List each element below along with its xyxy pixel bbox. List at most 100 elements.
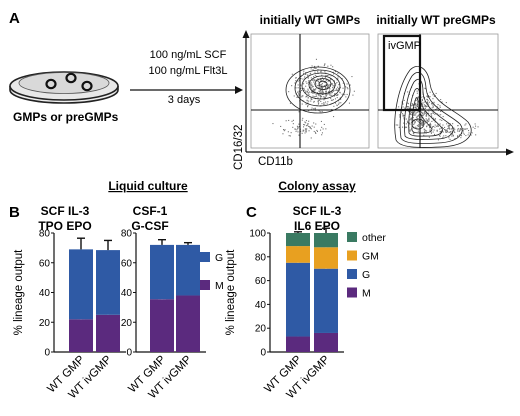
event-dot: [423, 105, 425, 107]
event-dot: [449, 138, 451, 140]
event-dot: [311, 65, 313, 67]
event-dot: [417, 124, 419, 126]
event-dot: [427, 96, 429, 98]
event-dot: [298, 111, 300, 113]
event-dot: [317, 80, 319, 82]
event-dot: [411, 111, 413, 113]
event-dot: [410, 119, 412, 121]
event-dot: [470, 134, 472, 136]
event-dot: [421, 102, 423, 104]
event-dot: [315, 132, 317, 134]
bar-GM: [286, 246, 310, 263]
event-dot: [305, 91, 307, 93]
event-dot: [431, 103, 433, 105]
y-tick-label: 80: [255, 252, 267, 263]
event-dot: [426, 121, 428, 123]
panel-c-header: Colony assay: [278, 179, 356, 193]
bar-M: [96, 314, 120, 352]
event-dot: [326, 74, 328, 76]
event-dot: [319, 79, 321, 81]
event-dot: [310, 100, 312, 102]
event-dot: [319, 90, 321, 92]
event-dot: [319, 89, 321, 91]
event-dot: [436, 130, 438, 132]
event-dot: [312, 88, 314, 90]
event-dot: [334, 71, 336, 73]
event-dot: [308, 120, 310, 122]
event-dot: [445, 129, 447, 131]
event-dot: [333, 95, 335, 97]
event-dot: [291, 120, 293, 122]
event-dot: [403, 114, 405, 116]
event-dot: [464, 124, 466, 126]
event-dot: [412, 132, 414, 134]
event-dot: [330, 64, 332, 66]
event-dot: [310, 97, 312, 99]
event-dot: [452, 123, 454, 125]
event-dot: [403, 99, 405, 101]
event-dot: [280, 125, 282, 127]
y-tick-label: 40: [39, 288, 51, 299]
event-dot: [327, 65, 329, 67]
flow-plot-1: [250, 33, 370, 149]
event-dot: [432, 117, 434, 119]
event-dot: [326, 103, 328, 105]
event-dot: [408, 119, 410, 121]
event-dot: [319, 84, 321, 86]
event-dot: [439, 135, 441, 137]
event-dot: [430, 114, 432, 116]
event-dot: [307, 88, 309, 90]
event-dot: [421, 104, 423, 106]
event-dot: [291, 85, 293, 87]
event-dot: [335, 89, 337, 91]
event-dot: [477, 126, 479, 128]
event-dot: [424, 111, 426, 113]
event-dot: [307, 125, 309, 127]
event-dot: [313, 100, 315, 102]
event-dot: [320, 92, 322, 94]
event-dot: [467, 134, 469, 136]
event-dot: [407, 122, 409, 124]
event-dot: [307, 102, 309, 104]
event-dot: [440, 127, 442, 129]
event-dot: [322, 92, 324, 94]
event-dot: [468, 130, 470, 132]
event-dot: [331, 99, 333, 101]
event-dot: [309, 80, 311, 82]
event-dot: [415, 107, 417, 109]
event-dot: [305, 122, 307, 124]
event-dot: [319, 111, 321, 113]
event-dot: [398, 106, 400, 108]
event-dot: [426, 126, 428, 128]
event-dot: [400, 111, 402, 113]
event-dot: [313, 81, 315, 83]
event-dot: [283, 130, 285, 132]
event-dot: [310, 72, 312, 74]
event-dot: [440, 99, 442, 101]
event-dot: [297, 128, 299, 130]
event-dot: [324, 103, 326, 105]
event-dot: [310, 87, 312, 89]
event-dot: [284, 129, 286, 131]
event-dot: [434, 133, 436, 135]
event-dot: [420, 110, 422, 112]
event-dot: [309, 127, 311, 129]
event-dot: [338, 100, 340, 102]
event-dot: [309, 83, 311, 85]
event-dot: [307, 81, 309, 83]
event-dot: [306, 82, 308, 84]
event-dot: [312, 69, 314, 71]
event-dot: [321, 82, 323, 84]
event-dot: [305, 96, 307, 98]
event-dot: [425, 115, 427, 117]
event-dot: [326, 85, 328, 87]
event-dot: [311, 125, 313, 127]
y-tick-label: 0: [44, 348, 50, 359]
plot2-title: initially WT preGMPs: [376, 13, 496, 27]
event-dot: [292, 123, 294, 125]
event-dot: [314, 67, 316, 69]
event-dot: [422, 119, 424, 121]
event-dot: [324, 76, 326, 78]
event-dot: [414, 121, 416, 123]
